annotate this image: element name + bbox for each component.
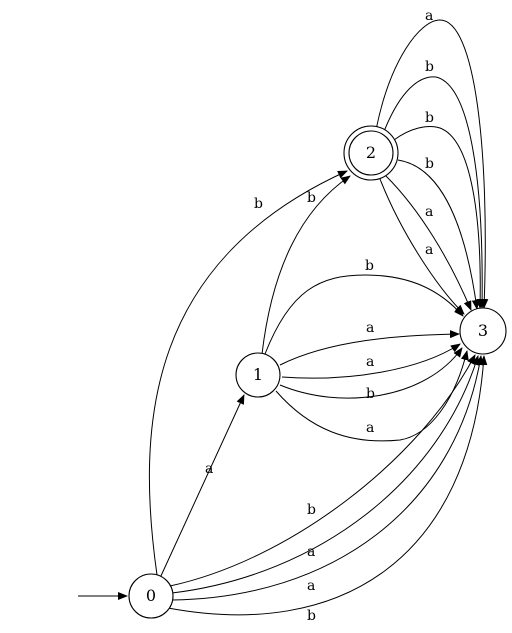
edge-2-3-a-2 [385,175,472,311]
edge-1-3-b-2 [279,347,463,399]
edge-0-3-b-1 [169,354,476,587]
edge-label-1-3-a-3: a [366,420,374,436]
state-label-0: 0 [146,586,156,605]
edge-1-3-b-1 [264,274,464,355]
edge-label-0-3-b-1: b [307,502,316,518]
edge-2-3-a-3 [379,178,465,315]
edge-label-0-2-b: b [254,196,263,212]
edge-2-3-a-1 [375,19,489,309]
edge-1-3-a-2 [281,343,461,379]
edge-0-1-a [159,394,245,579]
state-3: 3 [459,307,507,355]
edge-1-3-a-1 [279,330,460,366]
edge-label-2-3-a-2: a [425,204,433,220]
edge-label-1-3-a-2: a [366,354,374,370]
edge-0-3-a-2 [171,355,484,601]
edge-label-2-3-a-1: a [425,8,433,24]
edge-label-0-1-a: a [205,461,213,477]
edge-label-2-3-a-3: a [425,242,433,258]
edge-2-3-b-3 [397,159,480,310]
state-1: 1 [235,352,281,398]
edge-label-1-3-b-1: b [365,258,374,274]
state-2-accepting: 2 [343,125,399,181]
edge-label-1-3-a-1: a [366,320,374,336]
edge-label-2-3-b-3: b [425,156,434,172]
state-label-3: 3 [478,321,488,340]
edge-label-0-3-b-2: b [307,608,316,624]
state-label-1: 1 [253,365,263,384]
edge-0-2-b [148,170,348,576]
edge-0-3-a-1 [171,355,480,594]
state-0: 0 [128,573,174,619]
edge-label-0-3-a-2: a [307,578,315,594]
edge-label-0-3-a-1: a [307,544,315,560]
edge-1-2-b [261,175,351,355]
edge-1-3-a-3 [275,350,469,442]
transitions: a b b a a b b b a a b a [148,8,489,624]
edge-label-2-3-b-2: b [425,110,434,126]
state-label-2: 2 [366,143,376,162]
edge-0-3-b-2 [167,355,488,616]
edge-2-3-b-2 [393,126,485,309]
edge-label-1-2-b: b [307,190,316,206]
edge-label-2-3-b-1: b [425,59,434,75]
edge-2-3-b-1 [382,76,487,309]
edge-label-1-3-b-2: b [366,386,375,402]
